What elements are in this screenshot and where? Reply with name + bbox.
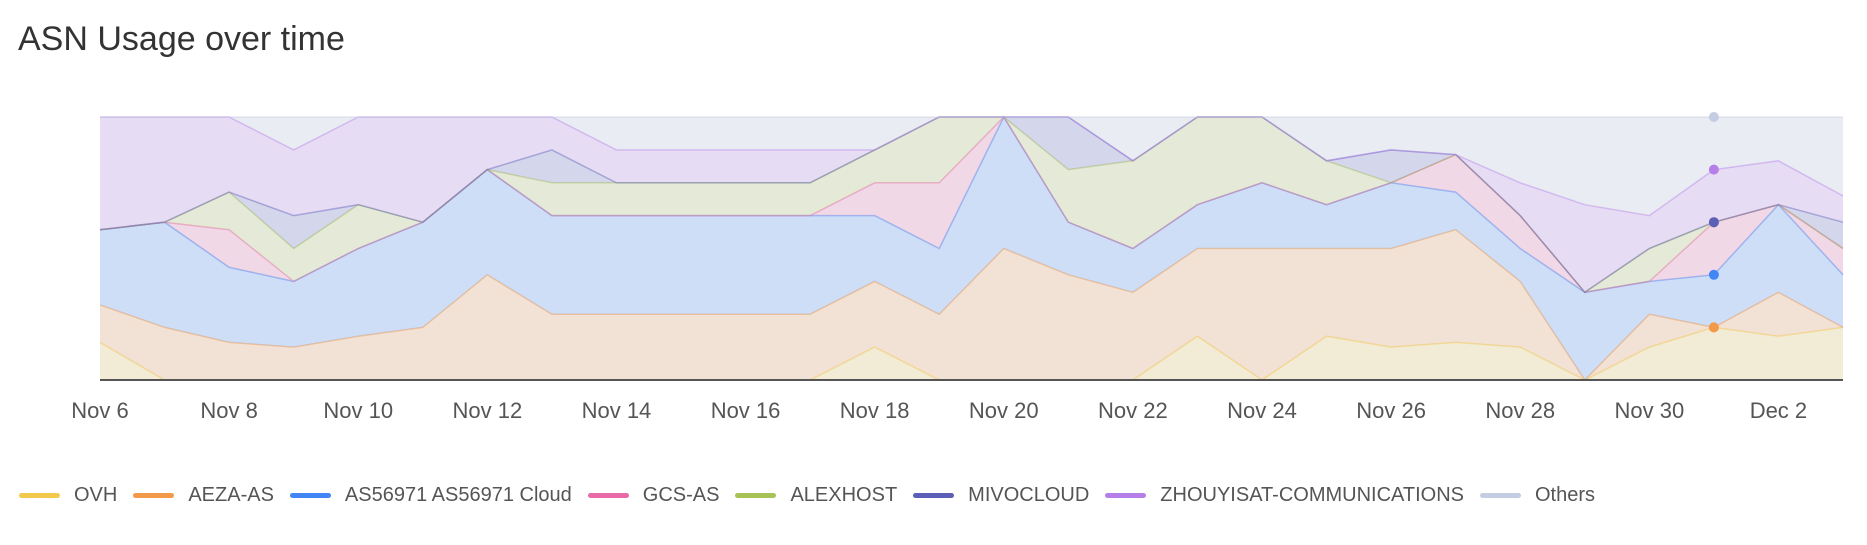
area-mivocloud[interactable] (100, 117, 1843, 293)
legend-item-mivocloud[interactable]: MIVOCLOUD (913, 484, 1089, 507)
series-line (99, 116, 1844, 294)
x-tick-label: Nov 6 (71, 398, 128, 423)
hover-point-marker (1708, 164, 1719, 175)
area-others[interactable] (100, 117, 1843, 216)
plot-background (100, 117, 1843, 380)
legend-item-aeza-as[interactable]: AEZA-AS (133, 484, 274, 507)
area-gcs-as[interactable] (100, 117, 1843, 293)
x-tick-label: Nov 22 (1098, 398, 1168, 423)
hover-point-marker (1708, 112, 1719, 122)
hover-point-marker (1708, 217, 1719, 228)
legend-label: MIVOCLOUD (968, 484, 1090, 506)
legend-item-others[interactable]: Others (1480, 484, 1595, 507)
chart-title: ASN Usage over time (18, 20, 345, 58)
legend-swatch-icon (735, 493, 777, 498)
legend-label: ZHOUYISAT-COMMUNICATIONS (1160, 484, 1464, 506)
legend-swatch-icon (1105, 493, 1147, 498)
area-aeza-as[interactable] (100, 229, 1843, 380)
hover-markers (1708, 112, 1719, 333)
series-line (99, 116, 1844, 294)
area-ovh[interactable] (100, 327, 1843, 380)
x-tick-label: Nov 8 (200, 398, 257, 423)
x-tick-label: Nov 24 (1227, 398, 1297, 423)
area-series-group (99, 115, 1844, 382)
legend-swatch-icon (133, 493, 175, 498)
x-tick-label: Nov 18 (840, 398, 910, 423)
legend-swatch-icon (289, 493, 331, 498)
legend-item-gcs-as[interactable]: GCS-AS (587, 484, 720, 507)
series-line (99, 115, 1844, 294)
legend-label: AEZA-AS (188, 484, 274, 506)
legend-swatch-icon (1480, 493, 1521, 498)
x-tick-label: Nov 26 (1356, 398, 1426, 423)
legend: OVH AEZA-AS AS56971 AS56971 Cloud GCS-AS… (19, 484, 1611, 507)
x-tick-label: Nov 20 (969, 398, 1039, 423)
area-as56971-as56971-cloud[interactable] (100, 117, 1843, 380)
series-line (99, 228, 1844, 382)
series-line (100, 116, 1844, 217)
legend-label: ALEXHOST (790, 484, 898, 506)
x-tick-label: Nov 10 (323, 398, 393, 423)
legend-item-ovh[interactable]: OVH (19, 484, 117, 507)
x-tick-label: Nov 14 (582, 398, 652, 423)
x-tick-label: Nov 16 (711, 398, 781, 423)
legend-swatch-icon (913, 493, 955, 498)
hover-point-marker (1708, 322, 1719, 333)
legend-label: AS56971 AS56971 Cloud (344, 484, 572, 506)
x-tick-label: Nov 12 (452, 398, 522, 423)
x-tick-label: Dec 2 (1750, 398, 1807, 423)
legend-item-as56971[interactable]: AS56971 AS56971 Cloud (289, 484, 572, 507)
legend-swatch-icon (587, 493, 629, 498)
legend-label: GCS-AS (642, 484, 720, 506)
x-axis-labels: Nov 6 Nov 8 Nov 10 Nov 12 Nov 14 Nov 16 Nov 18… (71, 398, 1807, 423)
hover-point-marker (1708, 269, 1719, 280)
stacked-area-chart[interactable]: Nov 6 Nov 8 Nov 10 Nov 12 Nov 14 Nov 16 Nov 18… (0, 0, 1867, 470)
x-tick-label: Nov 30 (1614, 398, 1684, 423)
legend-item-zhouyisat[interactable]: ZHOUYISAT-COMMUNICATIONS (1105, 484, 1464, 507)
legend-swatch-icon (19, 493, 60, 498)
legend-label: OVH (74, 484, 118, 506)
legend-item-alexhost[interactable]: ALEXHOST (735, 484, 897, 507)
series-line (99, 115, 1844, 294)
x-tick-label: Nov 28 (1485, 398, 1555, 423)
legend-label: Others (1535, 484, 1596, 506)
